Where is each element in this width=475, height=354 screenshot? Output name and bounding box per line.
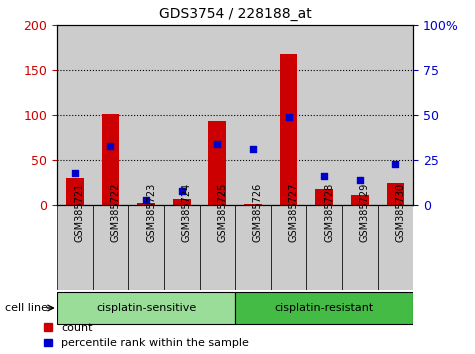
- Title: GDS3754 / 228188_at: GDS3754 / 228188_at: [159, 7, 312, 21]
- Text: GSM385725: GSM385725: [217, 182, 228, 242]
- Bar: [387, 183, 404, 205]
- Bar: [137, 202, 155, 205]
- Bar: [378, 25, 413, 205]
- Point: [320, 173, 328, 179]
- Bar: [57, 205, 93, 290]
- Point: [71, 170, 79, 176]
- Text: cisplatin-sensitive: cisplatin-sensitive: [96, 303, 196, 313]
- Point: [213, 141, 221, 147]
- Point: [178, 188, 185, 194]
- Bar: [164, 205, 200, 290]
- Point: [249, 147, 256, 152]
- Bar: [66, 178, 84, 205]
- Text: GSM385721: GSM385721: [75, 183, 85, 242]
- Bar: [306, 25, 342, 205]
- Bar: [378, 205, 413, 290]
- Point: [142, 197, 150, 203]
- Text: cell line: cell line: [5, 303, 48, 313]
- Text: GSM385726: GSM385726: [253, 183, 263, 242]
- Text: GSM385730: GSM385730: [395, 183, 406, 242]
- Bar: [128, 205, 164, 290]
- Bar: [164, 25, 200, 205]
- Point: [285, 114, 293, 120]
- Text: GSM385728: GSM385728: [324, 183, 334, 242]
- Text: GSM385722: GSM385722: [110, 182, 121, 242]
- Bar: [93, 205, 128, 290]
- Bar: [306, 205, 342, 290]
- Text: cisplatin-resistant: cisplatin-resistant: [275, 303, 374, 313]
- Bar: [173, 199, 190, 205]
- Bar: [93, 25, 128, 205]
- Bar: [209, 121, 226, 205]
- Bar: [244, 204, 262, 205]
- Bar: [351, 195, 369, 205]
- Bar: [235, 292, 413, 324]
- Bar: [271, 25, 306, 205]
- Bar: [235, 25, 271, 205]
- Bar: [235, 205, 271, 290]
- Text: GSM385723: GSM385723: [146, 183, 156, 242]
- Bar: [102, 114, 119, 205]
- Bar: [342, 205, 378, 290]
- Point: [106, 143, 114, 149]
- Bar: [342, 25, 378, 205]
- Text: GSM385729: GSM385729: [360, 183, 370, 242]
- Bar: [57, 25, 93, 205]
- Point: [391, 161, 399, 167]
- Text: GSM385724: GSM385724: [181, 183, 192, 242]
- Bar: [280, 54, 297, 205]
- Bar: [57, 292, 235, 324]
- Bar: [200, 205, 235, 290]
- Bar: [271, 205, 306, 290]
- Bar: [200, 25, 235, 205]
- Bar: [128, 25, 164, 205]
- Text: GSM385727: GSM385727: [289, 182, 299, 242]
- Point: [356, 177, 364, 183]
- Legend: count, percentile rank within the sample: count, percentile rank within the sample: [44, 323, 249, 348]
- Bar: [315, 189, 333, 205]
